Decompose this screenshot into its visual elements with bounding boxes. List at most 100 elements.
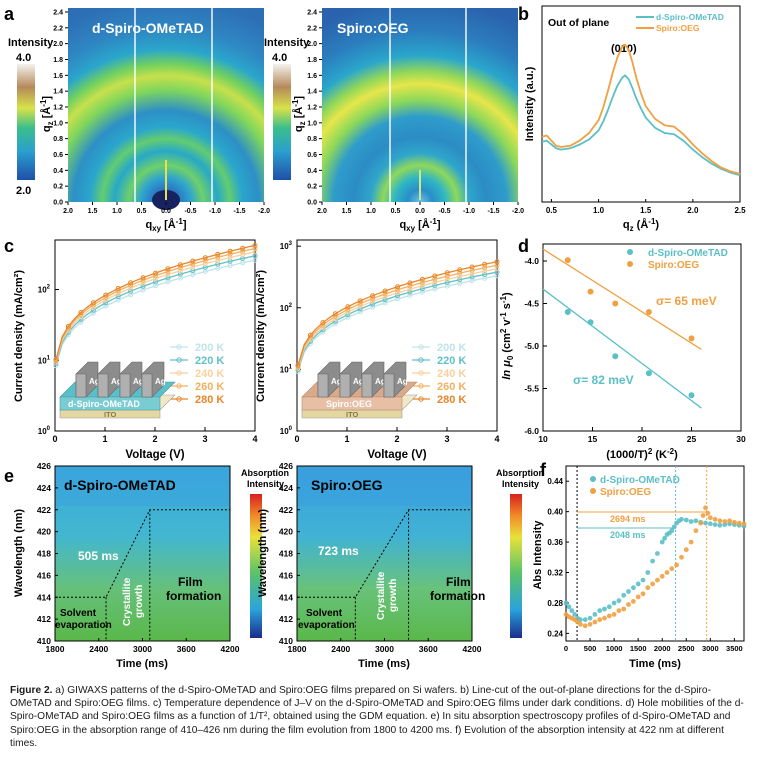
panel-c-right-point	[382, 288, 388, 294]
panel-a-intensity-max: 4.0	[16, 52, 31, 64]
panel-f-point-0	[572, 612, 578, 617]
panel-e-left-ytick-label: 410	[37, 636, 51, 646]
panel-f-point-1	[655, 577, 660, 583]
panel-a-left-xtick-label: -2.0	[258, 208, 270, 215]
panel-f-point-1	[611, 612, 617, 617]
panel-c-left-point	[53, 356, 59, 362]
device-right-electrode-label: Ag	[375, 377, 386, 386]
panel-f-legend-oeg: Spiro:OEG	[600, 487, 651, 498]
panel-f-point-0	[621, 592, 627, 598]
panel-d-point-1	[645, 309, 652, 315]
panel-c-left-point	[78, 319, 84, 325]
panel-e-right-ytick-label: 426	[279, 461, 293, 471]
panel-c-right-point	[370, 298, 376, 304]
panel-c-right-point	[444, 273, 450, 279]
device-right-electrode-face	[383, 373, 395, 398]
panel-c-right-point	[432, 273, 438, 279]
panel-f-ytick-label: 0.28	[547, 599, 563, 608]
figure-canvas: a Intensity 4.0 2.0 d-Spiro-OMeTAD 0.00.…	[4, 4, 747, 670]
panel-f-point-1	[606, 613, 612, 619]
panel-c-right-point	[444, 270, 450, 276]
panel-e-left-ytick-label: 420	[37, 527, 51, 537]
panel-f-point-0	[655, 551, 660, 556]
panel-d-point-1	[688, 335, 695, 342]
panel-b-xtick-label: 1.0	[593, 206, 605, 215]
panel-f-point-1	[578, 621, 583, 627]
panel-e-left-ytick-label: 424	[37, 483, 51, 493]
panel-c-right-curve-2	[297, 268, 498, 369]
panel-c-right-point	[407, 283, 413, 289]
panel-e-left-plot: 410 412 414 416 418 420 422 424 426 1800 2400 3000 3…	[37, 461, 240, 654]
panel-f-point-1	[635, 594, 641, 600]
device-schematic-left: Ag Ag Ag Ag d-Spiro-OMeTAD ITO	[59, 361, 176, 419]
panel-e-right-time: 723 ms	[318, 544, 359, 558]
panel-c-right-point	[320, 320, 326, 326]
panel-c-left-legend-label: 200 K	[195, 342, 224, 354]
panel-a-left-ytick-label: 2.0	[53, 41, 63, 48]
panel-c-right-point	[345, 304, 351, 310]
device-right-electrode-label: Ag	[353, 377, 364, 386]
panel-c-right-ytick-label: 103	[280, 241, 293, 251]
panel-f-point-1	[626, 602, 631, 607]
panel-c-left-point	[215, 254, 221, 260]
panel-c-right-legend-label: 280 K	[437, 394, 466, 406]
panel-b-xlabel: qz (Å-1)	[623, 217, 660, 233]
panel-a-left-ytick-label: 0.0	[53, 200, 63, 207]
panel-c-right-point	[457, 277, 463, 283]
panel-b-series-line-1	[541, 43, 741, 175]
panel-f-point-0	[683, 517, 689, 523]
panel-c-right-curve-1	[297, 271, 498, 370]
panel-b-legend-oeg: Spiro:OEG	[656, 23, 700, 33]
panel-f-xtick-label: 500	[584, 644, 597, 653]
device-schematic-right: Ag Ag Ag Ag Spiro:OEG ITO	[301, 361, 418, 419]
panel-f-point-1	[727, 518, 732, 524]
panel-e-right-stage2-a: Crystallite	[376, 571, 387, 620]
panel-c-right-point	[395, 290, 400, 296]
panel-e-left-title: d-Spiro-OMeTAD	[64, 477, 176, 493]
panel-c-right-ytick-label: 102	[280, 303, 293, 313]
panel-a-left-ytick-label: 1.0	[53, 120, 63, 127]
panel-e-left-ytick-label: 414	[37, 592, 51, 602]
caption-label: Figure 2.	[10, 685, 53, 696]
panel-e-left-stage2-a: Crystallite	[122, 577, 133, 626]
device-left-substrate: ITO	[104, 410, 117, 419]
panel-c-right-legend-marker	[418, 370, 424, 376]
panel-e-right-ytick-label: 420	[279, 527, 293, 537]
panel-b-xtick-label: 0.5	[546, 206, 558, 215]
panel-d-xtick-label: 20	[637, 434, 647, 444]
panel-c-left-point	[90, 300, 96, 306]
device-left-electrode-label: Ag	[155, 377, 166, 386]
panel-e-left-stage3-a: Film	[178, 575, 203, 589]
panel-c-left-point	[165, 272, 171, 277]
device-left-layer: d-Spiro-OMeTAD	[68, 399, 140, 409]
panel-f-xtick-label: 0	[564, 644, 568, 653]
panel-a-right-ytick-label: 0.8	[307, 136, 317, 143]
panel-f-ytick-label: 0.36	[547, 538, 563, 547]
panel-a-intensity-max-right: 4.0	[272, 52, 287, 64]
panel-c-left-point	[202, 255, 208, 261]
panel-f-point-0	[582, 617, 588, 623]
panel-c-left-curve-0	[55, 259, 256, 367]
panel-a-right-ytick-label: 2.4	[307, 9, 317, 16]
panel-a-left-ytick-label: 0.8	[53, 136, 63, 143]
panel-e-left-xlabel: Time (ms)	[116, 658, 168, 670]
device-right-layer: Spiro:OEG	[326, 399, 372, 409]
panel-f-point-0	[659, 539, 665, 545]
panel-a-right-ytick-label: 1.8	[307, 57, 317, 64]
panel-c-right-point	[357, 298, 363, 304]
panel-f-point-1	[592, 619, 598, 625]
panel-e-colorbar-left	[250, 494, 262, 638]
device-right-electrode-face	[361, 373, 373, 398]
panel-f-interval-spiro: 2048 ms	[610, 530, 646, 540]
panel-c-left-curve-2	[55, 251, 256, 363]
panel-a-left-xaxis: 2.0 1.5 1.0 0.5 0.0 -0.5 -1.0 -1.5 -2.0	[63, 202, 270, 215]
panel-e-right-stage1-a: Solvent	[306, 608, 343, 619]
panel-c-right-point	[407, 289, 413, 295]
panel-c-left-point	[252, 246, 258, 251]
panel-e-right-ytick-label: 424	[279, 483, 293, 493]
panel-c-left-legend-label: 280 K	[195, 394, 224, 406]
panel-f-point-1	[645, 585, 651, 591]
panel-d-fit-line-0	[542, 288, 702, 409]
panel-c-right-legend-label: 240 K	[437, 368, 466, 380]
panel-f-point-0	[688, 519, 694, 524]
